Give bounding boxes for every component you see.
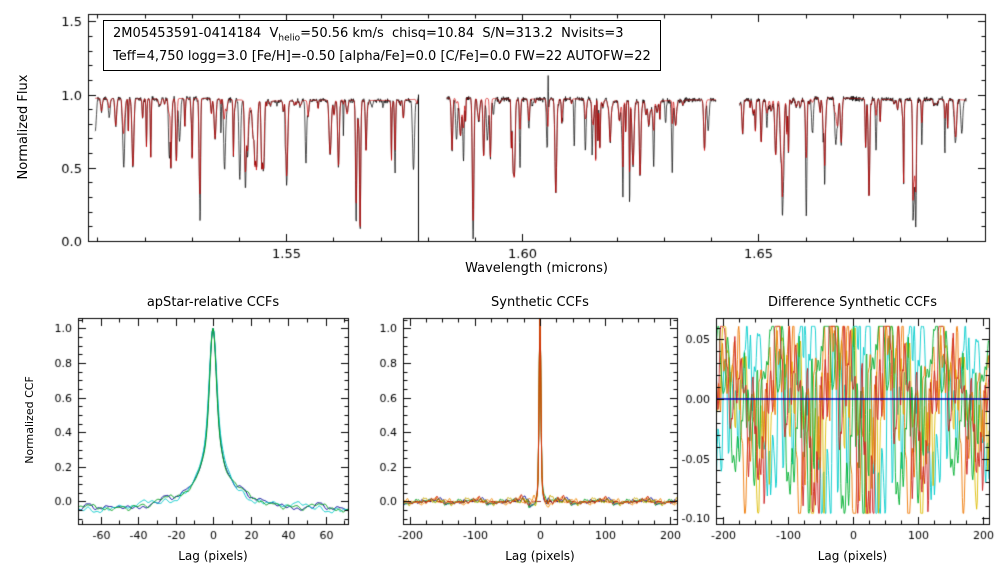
apstar-ccf-y-axis-label: Normalized CCF (23, 376, 36, 464)
synthetic-ccf-x-axis-label: Lag (pixels) (505, 549, 575, 563)
vhelio-subscript: helio (278, 33, 301, 44)
synthetic-ccf-chart (360, 292, 690, 576)
difference-ccf-chart (678, 292, 1008, 576)
spectrum-y-axis-label: Normalized Flux (16, 74, 31, 180)
spectrum-x-axis-label: Wavelength (microns) (465, 261, 608, 276)
synthetic-ccf-title: Synthetic CCFs (491, 295, 589, 310)
difference-ccf-x-axis-label: Lag (pixels) (817, 549, 888, 563)
fit-parameters-box: 2M05453591-0414184 Vhelio=50.56 km/s chi… (103, 20, 661, 71)
annotation-line2: Teff=4,750 logg=3.0 [Fe/H]=-0.50 [alpha/… (113, 48, 651, 64)
apstar-ccf-title: apStar-relative CCFs (146, 295, 280, 310)
apstar-ccf-chart (0, 292, 360, 576)
apstar-ccf-x-axis-label: Lag (pixels) (178, 549, 248, 563)
star-id-and-vhelio-prefix: 2M05453591-0414184 V (113, 26, 279, 41)
annotation-line1: 2M05453591-0414184 Vhelio=50.56 km/s chi… (113, 24, 651, 47)
difference-ccf-title: Difference Synthetic CCFs (767, 295, 938, 310)
vhelio-chisq-sn-nvisits: =50.56 km/s chisq=10.84 S/N=313.2 Nvisit… (300, 26, 624, 41)
